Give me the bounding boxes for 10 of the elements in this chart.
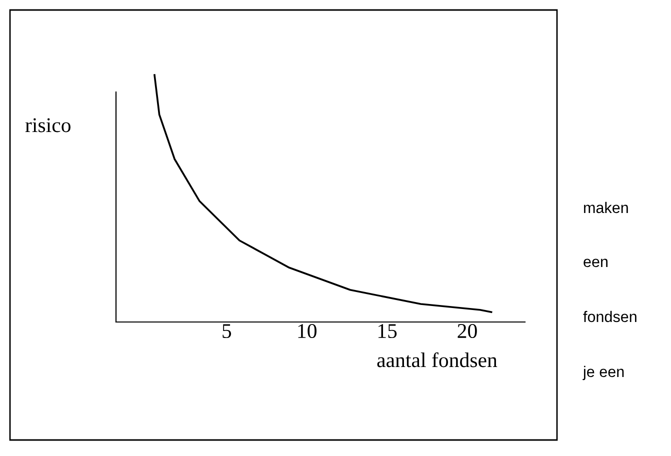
text: fondsen <box>583 310 636 322</box>
x-axis-title: aantal fondsen <box>377 352 498 368</box>
text: je een <box>582 366 624 380</box>
x-tick-label: 15 <box>378 324 397 338</box>
x-tick-label: 10 <box>298 324 316 338</box>
text: een <box>584 258 608 268</box>
x-tick-label: 20 <box>458 324 477 338</box>
x-tick-label: 5 <box>222 324 232 338</box>
text: maken <box>584 202 628 214</box>
y-axis-title: risico <box>25 118 70 132</box>
